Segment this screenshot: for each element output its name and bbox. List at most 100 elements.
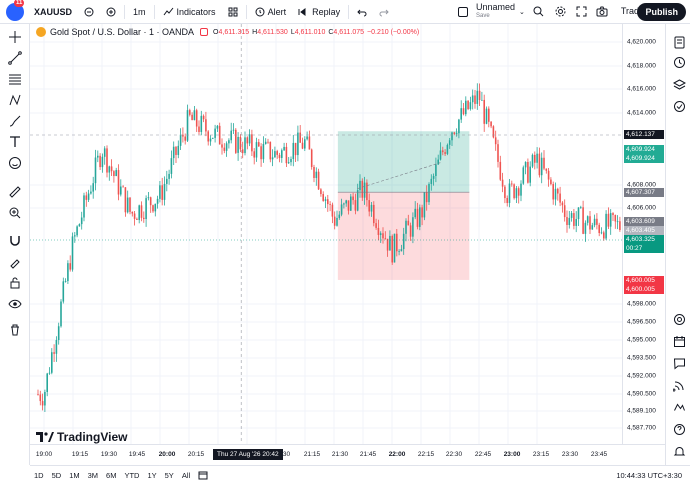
layout-name-button[interactable]: Unnamed Save: [476, 3, 515, 21]
range-all-button[interactable]: All: [181, 471, 191, 480]
bar-countdown-tag: 00:27: [624, 244, 664, 253]
candle-body: [237, 136, 239, 153]
price-label: 4,614.000: [627, 109, 656, 117]
interval-button[interactable]: 1m: [133, 6, 146, 17]
zoom-in-icon[interactable]: [6, 204, 24, 222]
candle-body: [179, 134, 182, 146]
range-5d-button[interactable]: 5D: [51, 471, 62, 480]
crosshair-icon[interactable]: [6, 28, 24, 46]
range-1d-button[interactable]: 1D: [34, 471, 44, 480]
trade-button[interactable]: Trade: [620, 6, 644, 16]
quick-search-icon[interactable]: [533, 6, 544, 20]
range-ytd-button[interactable]: YTD: [124, 471, 140, 480]
watchlist-icon[interactable]: [671, 34, 687, 50]
candle-body: [145, 198, 147, 220]
candle-body: [99, 155, 101, 168]
candle-body: [230, 130, 232, 141]
candle-body: [216, 125, 219, 129]
range-6m-button[interactable]: 6M: [106, 471, 117, 480]
candle-body: [379, 233, 382, 235]
price-chart[interactable]: [30, 24, 622, 444]
legend-title: Gold Spot / U.S. Dollar · 1 · OANDA: [50, 27, 195, 37]
candle-body: [269, 141, 272, 160]
time-label: 21:45: [359, 451, 377, 458]
candle-body: [329, 204, 331, 205]
candle-body: [350, 196, 352, 211]
stream-icon[interactable]: [671, 377, 687, 393]
camera-icon[interactable]: [596, 6, 608, 20]
candle-body: [488, 108, 490, 122]
add-symbol-icon[interactable]: [100, 0, 122, 24]
candle-body: [508, 183, 511, 203]
candle-body: [619, 221, 621, 230]
replay-button[interactable]: Replay: [292, 0, 346, 24]
compare-icon[interactable]: [78, 0, 100, 24]
calendar-icon[interactable]: [671, 333, 687, 349]
candle-body: [382, 233, 384, 239]
redo-icon[interactable]: [373, 0, 395, 24]
target-icon[interactable]: [671, 311, 687, 327]
candle-body: [561, 202, 564, 206]
candle-body: [223, 147, 226, 151]
candle-body: [69, 263, 71, 270]
crosshair-price-tag: 4,612.137: [624, 130, 664, 139]
candle-body: [474, 95, 476, 104]
undo-icon[interactable]: [351, 0, 373, 24]
alert-label: Alert: [267, 6, 287, 17]
symbol-search-button[interactable]: XAUUSD: [34, 6, 73, 17]
fullscreen-icon[interactable]: [576, 6, 587, 20]
ideas-icon[interactable]: [671, 98, 687, 114]
candle-body: [517, 188, 520, 196]
clock-timezone[interactable]: 10:44:33 UTC+3:30: [616, 471, 682, 480]
time-label: 19:30: [100, 451, 118, 458]
help-icon[interactable]: [671, 421, 687, 437]
candle-body: [97, 155, 99, 158]
layouts-icon[interactable]: [222, 0, 244, 24]
trend-line-icon[interactable]: [6, 49, 24, 67]
time-label: 20:15: [187, 451, 205, 458]
notifications-icon[interactable]: [671, 443, 687, 459]
chart-pane[interactable]: [30, 24, 622, 444]
price-axis[interactable]: 4,620.000 4,618.000 4,616.000 4,614.000 …: [622, 24, 665, 444]
scripts-icon[interactable]: [671, 399, 687, 415]
brush-icon[interactable]: [6, 112, 24, 130]
candle-body: [451, 132, 453, 141]
range-1y-button[interactable]: 1Y: [147, 471, 157, 480]
candle-body: [276, 151, 278, 155]
magnet-icon[interactable]: [6, 232, 24, 250]
indicators-button[interactable]: Indicators: [157, 0, 222, 24]
fib-retracement-icon[interactable]: [6, 70, 24, 88]
layout-square-icon[interactable]: [458, 7, 468, 17]
candle-body: [184, 136, 186, 141]
chat-icon[interactable]: [671, 355, 687, 371]
user-avatar[interactable]: 11: [6, 0, 25, 21]
candle-body: [483, 99, 485, 124]
chevron-down-icon[interactable]: ⌄: [519, 9, 525, 16]
pattern-icon[interactable]: [6, 91, 24, 109]
text-icon[interactable]: [6, 133, 24, 151]
time-axis[interactable]: 19:00 19:15 19:30 19:45 20:00 20:15 20:3…: [30, 444, 665, 464]
candle-body: [531, 154, 534, 167]
legend-l-label: L: [290, 28, 295, 36]
alert-button[interactable]: Alert: [249, 0, 293, 24]
emoji-icon[interactable]: [6, 154, 24, 172]
candle-body: [481, 99, 483, 101]
publish-button[interactable]: Publish: [637, 3, 686, 21]
alerts-clock-icon[interactable]: [671, 54, 687, 70]
candle-body: [294, 142, 297, 156]
range-1m-button[interactable]: 1M: [69, 471, 80, 480]
candle-body: [140, 205, 143, 218]
lock-icon[interactable]: [6, 274, 24, 292]
layout-save-status: Save: [476, 13, 490, 19]
candle-body: [425, 192, 428, 203]
date-range-icon[interactable]: [198, 469, 208, 483]
trash-icon[interactable]: [6, 321, 24, 339]
eye-icon[interactable]: [6, 295, 24, 313]
range-5y-button[interactable]: 5Y: [164, 471, 174, 480]
candle-body: [446, 144, 449, 154]
ruler-icon[interactable]: [6, 183, 24, 201]
lock-drawing-icon[interactable]: [6, 253, 24, 271]
range-3m-button[interactable]: 3M: [87, 471, 99, 480]
settings-gear-icon[interactable]: [555, 6, 566, 20]
layers-icon[interactable]: [671, 76, 687, 92]
